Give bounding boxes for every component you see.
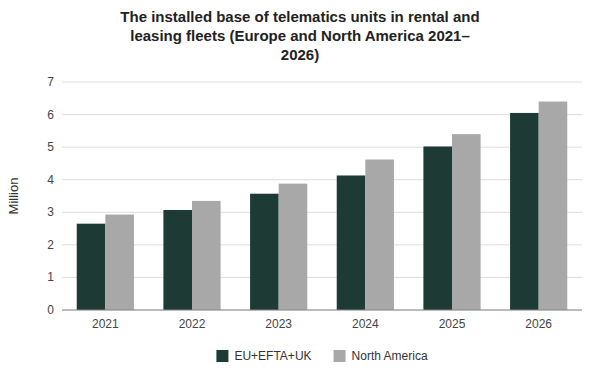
y-tick-label: 7 bbox=[47, 75, 54, 89]
bar bbox=[452, 134, 481, 310]
legend-swatch bbox=[216, 350, 228, 362]
bar bbox=[423, 146, 452, 310]
bar bbox=[337, 175, 366, 310]
x-tick-label: 2024 bbox=[352, 317, 379, 331]
x-axis-line bbox=[62, 310, 582, 311]
legend-item: North America bbox=[334, 349, 428, 363]
title: The installed base of telematics units i… bbox=[120, 8, 479, 63]
x-tick-label: 2025 bbox=[439, 317, 466, 331]
title-line: leasing fleets (Europe and North America… bbox=[130, 27, 470, 44]
grid-line bbox=[62, 310, 582, 311]
grid-line bbox=[62, 114, 582, 115]
grid-line bbox=[62, 277, 582, 278]
grid-line bbox=[62, 82, 582, 83]
legend-swatch bbox=[334, 350, 346, 362]
grid-line bbox=[62, 212, 582, 213]
bar bbox=[539, 102, 568, 310]
page: {"chart_data": {"type": "bar", "title": … bbox=[0, 0, 600, 382]
bar bbox=[192, 201, 221, 310]
grid-line bbox=[62, 179, 582, 180]
title-line: 2026) bbox=[281, 46, 319, 63]
x-tick-label: 2023 bbox=[265, 317, 292, 331]
series-bars bbox=[77, 113, 539, 310]
y-tick-label: 3 bbox=[47, 205, 54, 219]
bar bbox=[105, 215, 134, 310]
x-tick-label: 2026 bbox=[525, 317, 552, 331]
legend-label: EU+EFTA+UK bbox=[234, 349, 311, 363]
bar bbox=[250, 194, 279, 310]
y-tick-label: 4 bbox=[47, 173, 54, 187]
grid bbox=[62, 82, 582, 310]
legend: EU+EFTA+UK North America bbox=[216, 349, 427, 363]
bar bbox=[77, 224, 106, 310]
series-bars bbox=[105, 102, 567, 310]
bars bbox=[77, 102, 568, 310]
legend-label: North America bbox=[352, 349, 428, 363]
y-axis-label: Million bbox=[6, 178, 21, 215]
legend-item: EU+EFTA+UK bbox=[216, 349, 311, 363]
bar bbox=[279, 184, 308, 310]
title-line: The installed base of telematics units i… bbox=[120, 8, 479, 25]
y-tick-label: 1 bbox=[47, 270, 54, 284]
bar bbox=[510, 113, 539, 310]
y-tick-label: 6 bbox=[47, 108, 54, 122]
background bbox=[0, 0, 600, 382]
chart-container: The installed base of telematics units i… bbox=[0, 0, 600, 382]
x-tick-label: 2022 bbox=[179, 317, 206, 331]
bar bbox=[163, 210, 192, 310]
grid-line bbox=[62, 147, 582, 148]
grid-line bbox=[62, 244, 582, 245]
chart-svg: The installed base of telematics units i… bbox=[0, 0, 600, 382]
y-tick-label: 2 bbox=[47, 238, 54, 252]
y-tick-label: 5 bbox=[47, 140, 54, 154]
y-tick-label: 0 bbox=[47, 303, 54, 317]
bar bbox=[365, 160, 394, 310]
x-tick-label: 2021 bbox=[92, 317, 119, 331]
